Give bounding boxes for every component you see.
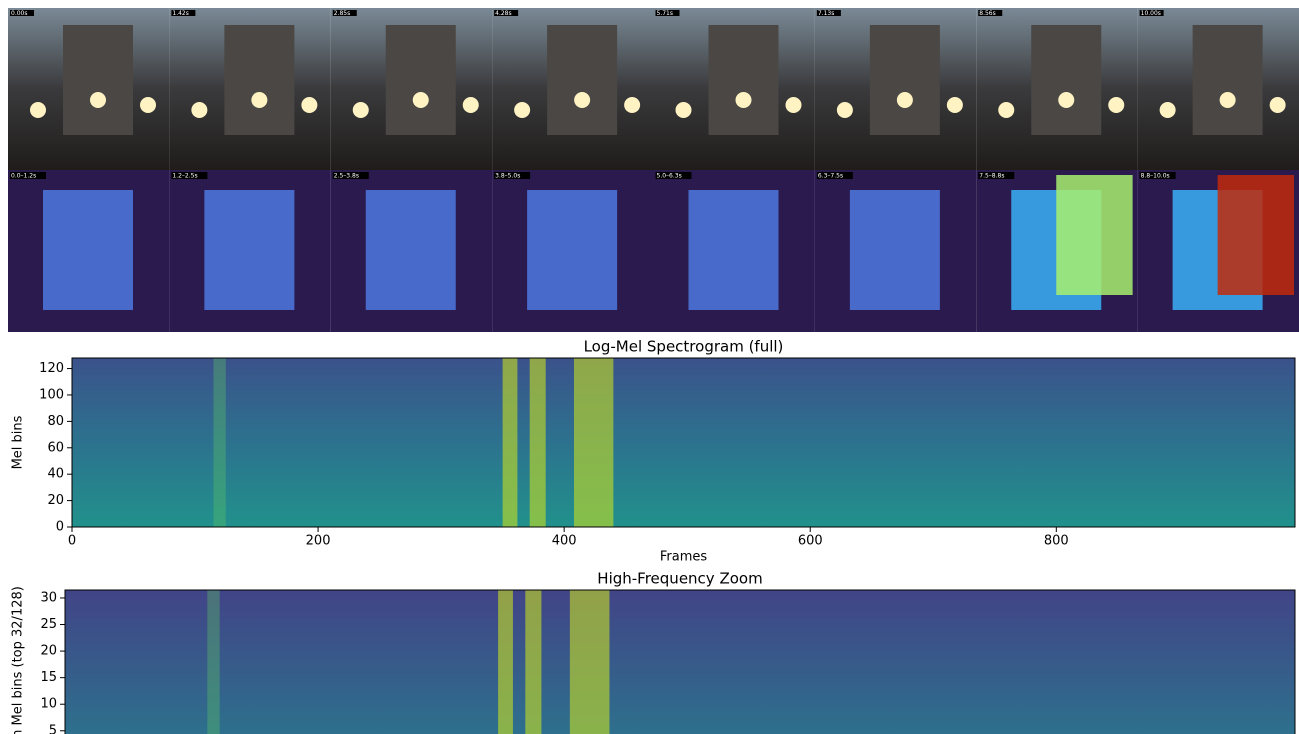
truck: [386, 25, 456, 135]
y-tick-label: 120: [39, 361, 64, 376]
y-tick-label: 10: [40, 697, 57, 712]
y-tick-label: 40: [47, 467, 64, 482]
y-tick-label: 5: [49, 723, 57, 734]
headlight: [947, 97, 963, 113]
truck: [870, 25, 940, 135]
truck: [709, 25, 779, 135]
headlight: [998, 102, 1014, 118]
frame-label: 8.56s: [979, 10, 996, 17]
frame-label: 10.00s: [1141, 10, 1161, 17]
y-tick-label: 80: [47, 414, 64, 429]
headlight: [191, 102, 207, 118]
headlight: [90, 92, 106, 108]
x-tick-label: 0: [68, 534, 76, 549]
y-tick-label: 15: [40, 670, 57, 685]
frame-label: 1.2–2.5s: [172, 173, 197, 180]
heat-shape: [204, 190, 294, 310]
heat-shape: [366, 190, 456, 310]
heat-hot: [1218, 175, 1294, 295]
x-axis-label: Frames: [660, 550, 708, 565]
headlight: [1270, 97, 1286, 113]
truck: [1193, 25, 1263, 135]
truck: [63, 25, 133, 135]
x-tick-label: 600: [798, 534, 823, 549]
truck: [224, 25, 294, 135]
y-tick-label: 20: [47, 493, 64, 508]
frame-label: 5.0–6.3s: [657, 173, 682, 180]
heat-shape: [850, 190, 940, 310]
heat-hot: [1056, 175, 1132, 295]
headlight: [251, 92, 267, 108]
headlight: [897, 92, 913, 108]
headlight: [1220, 92, 1236, 108]
heat-shape: [43, 190, 133, 310]
truck: [547, 25, 617, 135]
y-tick-label: 100: [39, 387, 64, 402]
early-band: [213, 358, 225, 527]
headlight: [353, 102, 369, 118]
headlight: [1160, 102, 1176, 118]
headlight: [736, 92, 752, 108]
frame-label: 0.0–1.2s: [11, 173, 36, 180]
frame-label: 6.3–7.5s: [818, 173, 843, 180]
plot-title: Log-Mel Spectrogram (full): [584, 338, 784, 356]
x-tick-label: 800: [1044, 534, 1069, 549]
y-tick-label: 60: [47, 440, 64, 455]
frame-label: 0.00s: [11, 10, 28, 17]
spectrogram: [65, 590, 1295, 734]
headlight: [1058, 92, 1074, 108]
frame-label: 7.5–8.8s: [979, 173, 1004, 180]
frame-label: 4.28s: [495, 10, 512, 17]
early-band: [207, 590, 219, 734]
frame-label: 8.8–10.0s: [1141, 173, 1170, 180]
headlight: [30, 102, 46, 118]
headlight: [1108, 97, 1124, 113]
headlight: [463, 97, 479, 113]
plot-title: High-Frequency Zoom: [597, 570, 762, 588]
energy-band: [498, 590, 513, 734]
truck: [1031, 25, 1101, 135]
headlight: [301, 97, 317, 113]
energy-band: [570, 590, 610, 734]
energy-band: [574, 358, 613, 527]
headlight: [786, 97, 802, 113]
frame-label: 5.71s: [657, 10, 674, 17]
energy-band: [525, 590, 541, 734]
y-tick-label: 25: [40, 617, 57, 632]
y-tick-label: 0: [56, 520, 64, 535]
y-axis-label: h Mel bins (top 32/128): [11, 586, 26, 734]
energy-band: [503, 358, 518, 527]
frame-label: 7.13s: [818, 10, 835, 17]
energy-band: [530, 358, 546, 527]
headlight: [140, 97, 156, 113]
headlight: [837, 102, 853, 118]
headlight: [624, 97, 640, 113]
headlight: [676, 102, 692, 118]
x-tick-label: 400: [552, 534, 577, 549]
y-tick-label: 30: [40, 590, 57, 605]
figure: 0.00s 1.42s 2.85s 4.28s 5.71s 7.13s 8.56s 10.00…: [0, 0, 1299, 734]
headlight: [413, 92, 429, 108]
headlight: [574, 92, 590, 108]
heat-shape: [689, 190, 779, 310]
spectrogram: [72, 358, 1295, 527]
frame-label: 2.5–3.8s: [334, 173, 359, 180]
frame-label: 1.42s: [172, 10, 189, 17]
y-axis-label: Mel bins: [11, 415, 26, 469]
headlight: [514, 102, 530, 118]
heat-shape: [527, 190, 617, 310]
y-tick-label: 20: [40, 644, 57, 659]
x-tick-label: 200: [306, 534, 331, 549]
frame-label: 3.8–5.0s: [495, 173, 520, 180]
frame-label: 2.85s: [334, 10, 351, 17]
